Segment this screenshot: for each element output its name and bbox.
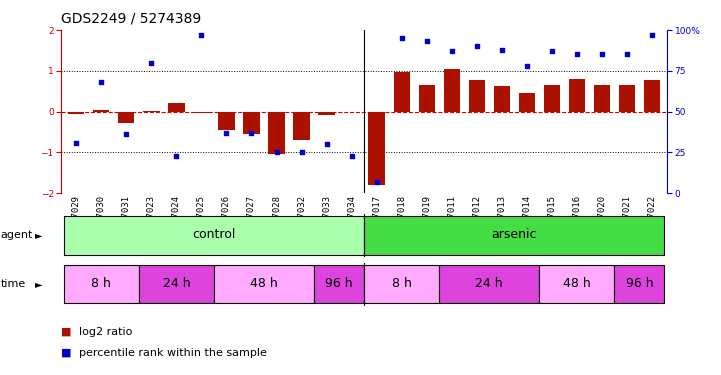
- Bar: [443, 69, 460, 112]
- Bar: [544, 85, 560, 112]
- Point: [296, 149, 307, 155]
- Point: [195, 32, 207, 38]
- Bar: [214, 265, 314, 303]
- Point: [321, 141, 332, 147]
- Text: 96 h: 96 h: [626, 277, 653, 290]
- Point: [621, 51, 632, 57]
- Bar: [293, 112, 310, 140]
- Text: log2 ratio: log2 ratio: [79, 327, 133, 337]
- Text: 24 h: 24 h: [475, 277, 503, 290]
- Point: [396, 35, 407, 41]
- Point: [471, 44, 482, 50]
- Text: 48 h: 48 h: [563, 277, 590, 290]
- Text: time: time: [1, 279, 26, 289]
- Bar: [143, 111, 159, 112]
- Point: [271, 149, 283, 155]
- Bar: [539, 265, 614, 303]
- Bar: [93, 110, 110, 112]
- Bar: [614, 265, 665, 303]
- Bar: [364, 265, 439, 303]
- Text: 96 h: 96 h: [325, 277, 353, 290]
- Bar: [439, 265, 539, 303]
- Bar: [569, 79, 585, 112]
- Bar: [418, 85, 435, 112]
- Text: 8 h: 8 h: [92, 277, 111, 290]
- Point: [120, 131, 132, 137]
- Bar: [168, 103, 185, 112]
- Bar: [218, 112, 234, 130]
- Bar: [193, 112, 210, 113]
- Point: [171, 153, 182, 159]
- Bar: [68, 112, 84, 114]
- Bar: [139, 265, 214, 303]
- Point: [596, 51, 608, 57]
- Point: [371, 179, 382, 185]
- Bar: [494, 86, 510, 112]
- Point: [146, 60, 157, 66]
- Bar: [268, 112, 285, 154]
- Point: [446, 48, 457, 54]
- Bar: [518, 93, 535, 112]
- Text: 24 h: 24 h: [163, 277, 190, 290]
- Bar: [364, 216, 665, 255]
- Point: [521, 63, 533, 69]
- Point: [571, 51, 583, 57]
- Bar: [63, 265, 139, 303]
- Text: percentile rank within the sample: percentile rank within the sample: [79, 348, 267, 357]
- Bar: [619, 85, 635, 112]
- Point: [646, 32, 658, 38]
- Bar: [394, 72, 410, 112]
- Point: [221, 130, 232, 136]
- Bar: [644, 80, 660, 112]
- Point: [96, 79, 107, 85]
- Bar: [63, 216, 364, 255]
- Point: [421, 38, 433, 44]
- Text: ►: ►: [35, 230, 42, 240]
- Bar: [244, 112, 260, 134]
- Point: [546, 48, 557, 54]
- Text: agent: agent: [1, 230, 33, 240]
- Bar: [319, 112, 335, 115]
- Point: [71, 140, 82, 146]
- Point: [346, 153, 358, 159]
- Bar: [469, 80, 485, 112]
- Point: [496, 46, 508, 53]
- Text: control: control: [193, 228, 236, 241]
- Text: ■: ■: [61, 327, 72, 337]
- Bar: [593, 85, 610, 112]
- Text: 8 h: 8 h: [392, 277, 412, 290]
- Bar: [368, 112, 385, 185]
- Bar: [118, 112, 135, 123]
- Text: GDS2249 / 5274389: GDS2249 / 5274389: [61, 11, 202, 25]
- Text: ■: ■: [61, 348, 72, 357]
- Text: ►: ►: [35, 279, 42, 289]
- Text: 48 h: 48 h: [250, 277, 278, 290]
- Bar: [314, 265, 364, 303]
- Point: [246, 130, 257, 136]
- Text: arsenic: arsenic: [492, 228, 537, 241]
